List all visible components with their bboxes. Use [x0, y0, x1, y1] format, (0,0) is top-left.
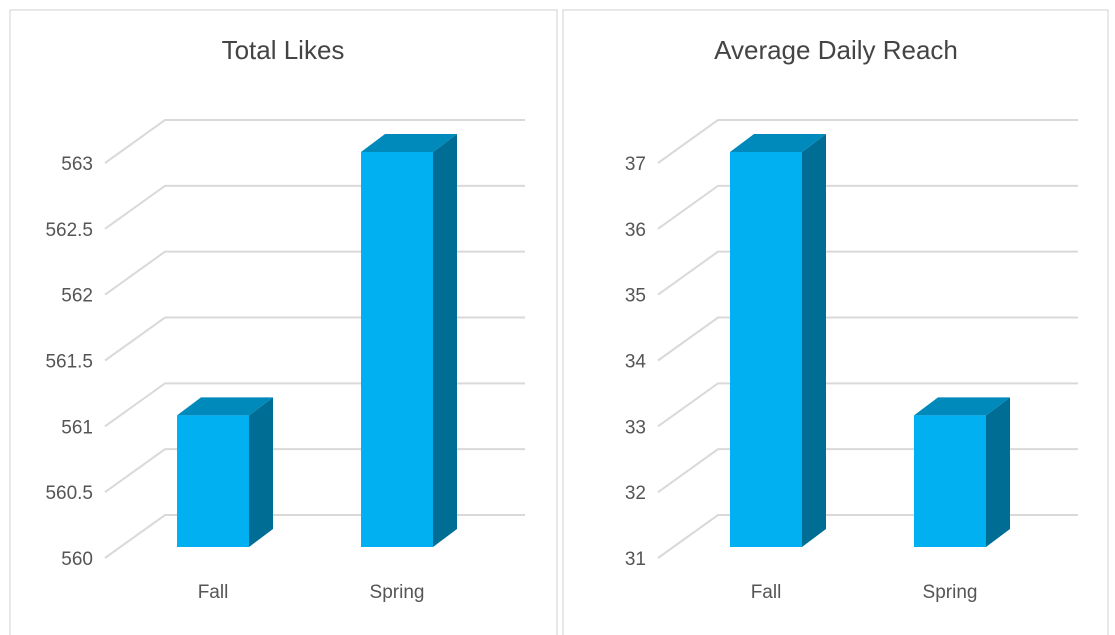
bar	[361, 152, 433, 547]
grid-line	[104, 316, 525, 362]
y-tick-label: 37	[625, 154, 646, 175]
x-tick-label: Fall	[198, 582, 229, 603]
grid-line	[104, 250, 525, 296]
y-tick-label: 563	[61, 154, 93, 175]
y-tick-label: 562.5	[45, 220, 93, 241]
bar-top	[914, 397, 1010, 416]
x-tick-label: Spring	[923, 582, 978, 603]
grid-line	[657, 316, 1078, 362]
bar-top	[730, 134, 826, 152]
grid-line	[104, 382, 525, 428]
y-tick-label: 561.5	[45, 352, 93, 373]
grid-line	[104, 448, 525, 493]
bar-side	[986, 397, 1010, 547]
grid-line	[104, 119, 525, 164]
grid-line	[104, 184, 525, 230]
bar-top	[177, 397, 273, 416]
bar-side	[249, 397, 273, 547]
bar	[177, 415, 249, 547]
grid-line	[657, 119, 1078, 164]
y-tick-label: 560.5	[45, 483, 93, 504]
bar	[914, 415, 986, 547]
panel	[562, 9, 1109, 635]
y-tick-label: 36	[625, 220, 646, 241]
grid-line	[657, 250, 1078, 296]
grid-line	[657, 448, 1078, 493]
bar-side	[433, 134, 457, 547]
y-tick-label: 562	[61, 286, 93, 307]
y-tick-label: 33	[625, 417, 646, 438]
grid-line	[657, 184, 1078, 230]
x-tick-label: Spring	[370, 582, 425, 603]
panel	[9, 9, 558, 635]
chart-title: Average Daily Reach	[714, 35, 958, 65]
bar-side	[802, 134, 826, 547]
grid-line	[104, 514, 525, 559]
bar-top	[361, 134, 457, 152]
x-tick-label: Fall	[751, 582, 782, 603]
y-tick-label: 560	[61, 549, 93, 570]
grid-line	[657, 382, 1078, 428]
grid-line	[657, 514, 1078, 559]
bar	[730, 152, 802, 547]
chart-title: Total Likes	[222, 35, 345, 65]
y-tick-label: 34	[625, 352, 647, 373]
y-tick-label: 561	[61, 417, 93, 438]
y-tick-label: 31	[625, 549, 646, 570]
y-tick-label: 32	[625, 483, 646, 504]
y-tick-label: 35	[625, 286, 646, 307]
